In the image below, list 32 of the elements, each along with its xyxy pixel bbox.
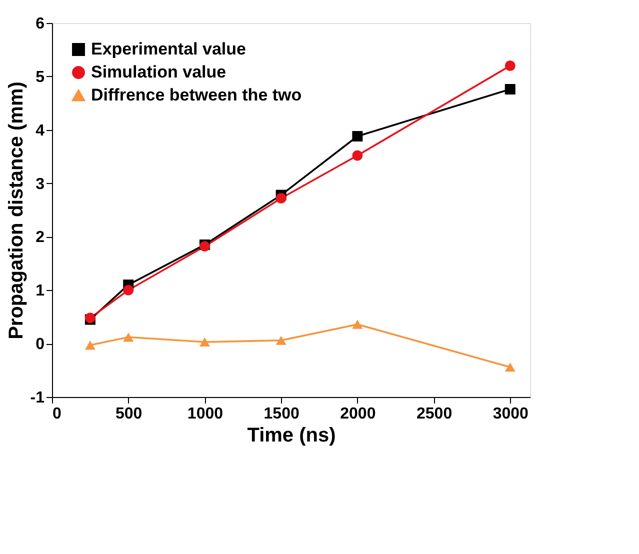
x-tick-label: 1500 <box>264 406 300 422</box>
x-tick-label: 3000 <box>492 406 529 422</box>
x-tick-label: 0 <box>52 406 62 422</box>
point <box>504 362 516 372</box>
point <box>504 60 516 71</box>
y-tick-label: 6 <box>36 16 45 32</box>
y-axis-title: Propagation distance (mm) <box>5 82 28 340</box>
y-tick-label: -1 <box>30 390 45 406</box>
x-tick-label: 2500 <box>416 406 452 422</box>
point <box>276 336 286 345</box>
y-tick-label: 0 <box>36 336 45 354</box>
point <box>276 193 286 204</box>
y-tick-label: 1 <box>36 282 45 300</box>
legend-label: Diffrence between the two <box>91 86 302 104</box>
x-axis-title: Time (ns) <box>247 424 336 446</box>
x-tick-label: 2000 <box>340 406 376 422</box>
point <box>504 84 516 94</box>
legend-label: Simulation value <box>91 62 226 82</box>
point <box>352 150 363 161</box>
legend-label: Experimental value <box>91 40 246 58</box>
x-tick-label: 1000 <box>187 406 224 422</box>
point <box>352 131 363 142</box>
y-tick-label: 3 <box>36 176 45 193</box>
point <box>199 337 210 347</box>
point <box>84 340 96 350</box>
y-tick-label: 5 <box>36 68 45 86</box>
y-tick-label: 4 <box>36 122 45 140</box>
point <box>123 284 134 296</box>
point <box>123 332 134 342</box>
y-tick-label: 2 <box>36 229 45 246</box>
x-tick-label: 500 <box>116 406 142 422</box>
point <box>352 320 363 329</box>
